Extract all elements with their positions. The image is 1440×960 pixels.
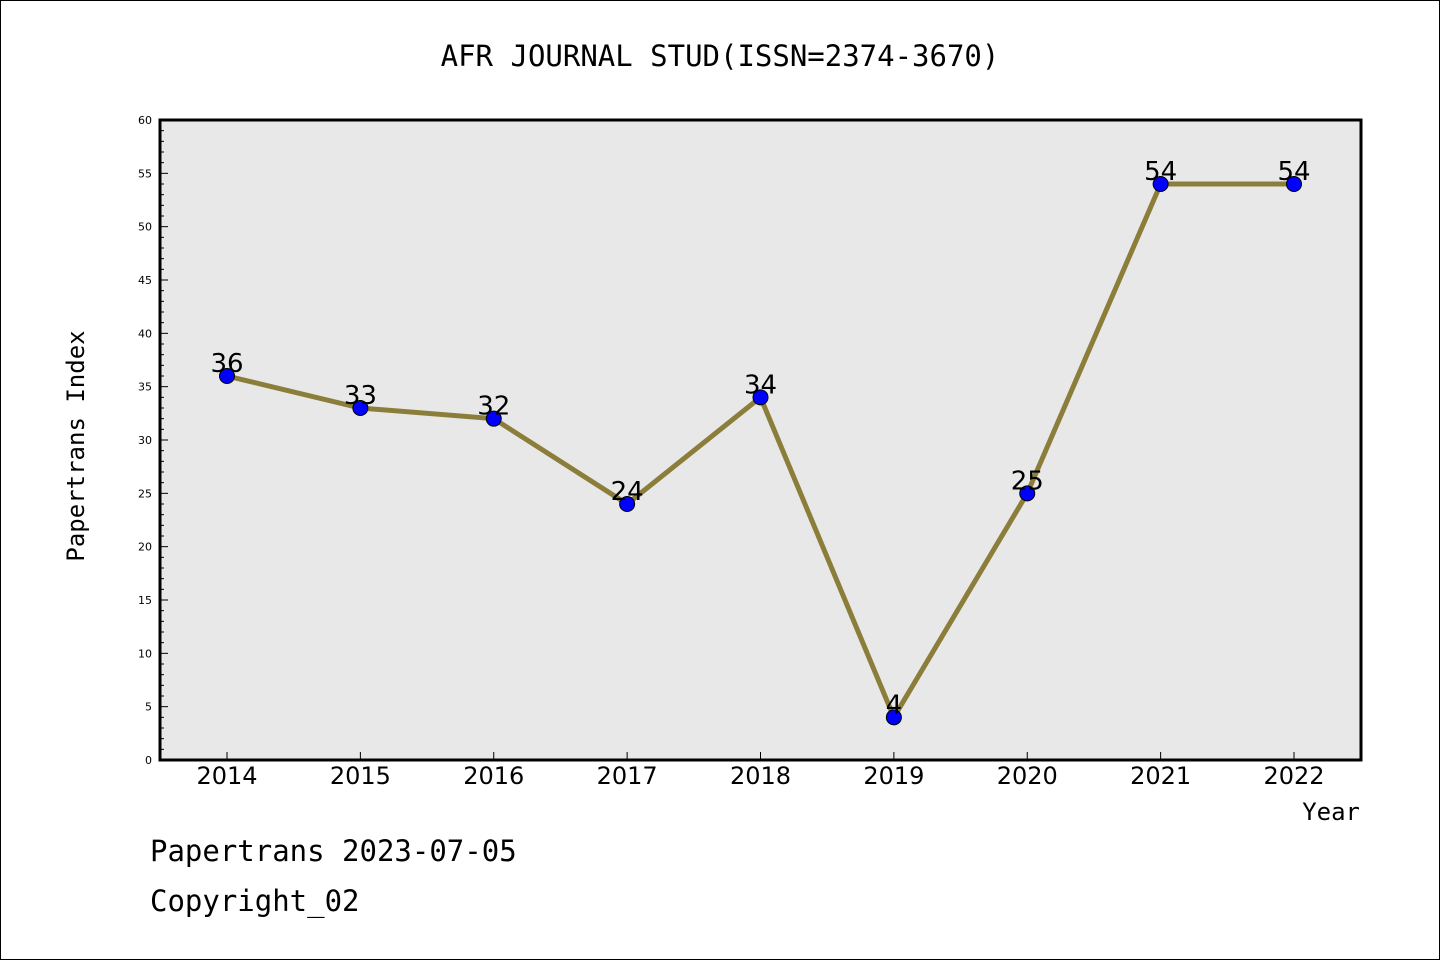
data-label: 4 xyxy=(886,690,903,720)
y-axis-ticks xyxy=(160,119,168,761)
chart-title: AFR JOURNAL STUD(ISSN=2374-3670) xyxy=(441,39,1000,73)
x-tick-label: 2022 xyxy=(1263,762,1324,790)
data-label: 33 xyxy=(344,381,377,411)
x-tick-label: 2017 xyxy=(597,762,658,790)
y-tick-label: 45 xyxy=(138,274,152,287)
data-markers xyxy=(219,176,1302,726)
data-point-marker xyxy=(219,368,235,384)
y-tick-label: 25 xyxy=(138,487,152,500)
data-label: 25 xyxy=(1011,466,1044,496)
y-tick-label: 5 xyxy=(145,701,152,714)
y-tick-label: 55 xyxy=(138,167,152,180)
x-tick-label: 2016 xyxy=(463,762,524,790)
data-label: 24 xyxy=(611,477,644,507)
data-label: 36 xyxy=(210,349,243,379)
x-tick-label: 2015 xyxy=(330,762,391,790)
footer-copyright: Copyright_02 xyxy=(150,884,360,918)
x-axis-label: Year xyxy=(1302,798,1360,826)
data-point-marker xyxy=(752,389,769,406)
x-axis-ticks xyxy=(226,752,1295,760)
data-label: 32 xyxy=(477,392,510,422)
data-point-marker xyxy=(1152,176,1169,192)
data-point-marker xyxy=(1286,176,1302,192)
x-tick-label: 2018 xyxy=(730,762,791,790)
y-axis-tick-labels: 0 5 10 15 20 25 30 35 40 45 50 55 60 xyxy=(138,114,152,767)
x-tick-label: 2021 xyxy=(1130,762,1191,790)
x-tick-label: 2014 xyxy=(196,762,257,790)
y-axis-label: Papertrans Index xyxy=(62,330,90,561)
data-point-marker xyxy=(1019,485,1036,502)
data-point-marker xyxy=(619,496,636,512)
data-point-marker xyxy=(485,410,502,427)
data-label: 34 xyxy=(744,370,777,400)
data-point-marker xyxy=(885,709,902,726)
y-tick-label: 10 xyxy=(138,647,152,660)
footer-date: Papertrans 2023-07-05 xyxy=(150,834,517,868)
plot-area xyxy=(158,118,1363,762)
y-tick-label: 50 xyxy=(138,221,152,234)
y-tick-label: 20 xyxy=(138,541,152,554)
data-label: 54 xyxy=(1277,157,1310,187)
y-tick-label: 30 xyxy=(138,434,152,447)
data-point-marker xyxy=(352,400,369,416)
x-tick-label: 2020 xyxy=(997,762,1058,790)
y-tick-label: 0 xyxy=(145,754,152,767)
y-tick-label: 15 xyxy=(138,594,152,607)
x-tick-label: 2019 xyxy=(863,762,924,790)
x-axis-tick-labels: 2014 2015 2016 2017 2018 2019 2020 2021 2022 xyxy=(196,762,1324,790)
y-tick-label: 35 xyxy=(138,381,152,394)
data-label: 54 xyxy=(1144,157,1177,187)
y-tick-label: 40 xyxy=(138,327,152,340)
data-labels: 36 33 32 24 34 4 25 54 54 xyxy=(210,157,1310,720)
y-tick-label: 60 xyxy=(138,114,152,127)
